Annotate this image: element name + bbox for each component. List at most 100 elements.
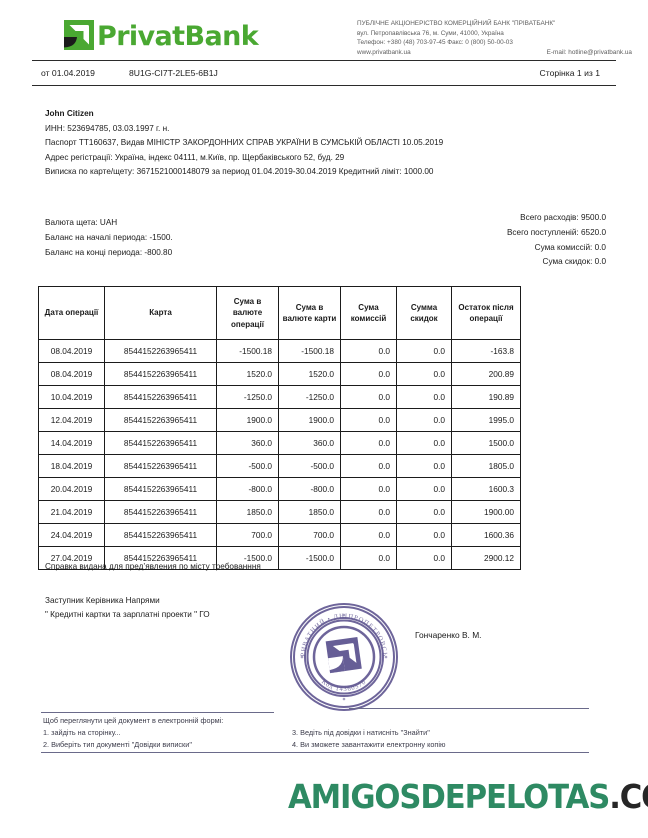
summary-total-income: Всего поступленій: 6520.0: [506, 227, 606, 237]
cell-amount-card: -1500.0: [278, 546, 341, 570]
issuance-note: Справка видана для пред’явления по місту…: [45, 562, 261, 571]
col-discount: Сумма скидок: [396, 286, 452, 340]
cell-date: 08.04.2019: [38, 362, 105, 386]
cell-date: 20.04.2019: [38, 477, 105, 501]
cell-amount-operation: -800.0: [216, 477, 279, 501]
cell-amount-operation: 700.0: [216, 523, 279, 547]
cell-discount: 0.0: [396, 385, 452, 409]
cell-commission: 0.0: [340, 431, 397, 455]
cell-balance: 200.89: [451, 362, 521, 386]
cell-balance: 1805.0: [451, 454, 521, 478]
instructions-left-block: Щоб переглянути цей документ в електронн…: [43, 715, 223, 751]
cell-discount: 0.0: [396, 362, 452, 386]
cell-discount: 0.0: [396, 408, 452, 432]
cell-amount-operation: 1900.0: [216, 408, 279, 432]
bank-legal-name: ПУБЛІЧНЕ АКЦІОНЕРІСТВО КОМЕРЦІЙНИЙ БАНК …: [357, 20, 556, 27]
cell-commission: 0.0: [340, 454, 397, 478]
header-divider-top: [32, 60, 616, 61]
bank-contact-block: ПУБЛІЧНЕ АКЦІОНЕРІСТВО КОМЕРЦІЙНИЙ БАНК …: [357, 19, 632, 57]
cell-commission: 0.0: [340, 362, 397, 386]
table-row: 27.04.2019 8544152263965411 -1500.0 -150…: [38, 546, 521, 570]
cell-commission: 0.0: [340, 408, 397, 432]
cell-commission: 0.0: [340, 546, 397, 570]
cell-commission: 0.0: [340, 523, 397, 547]
cell-date: 18.04.2019: [38, 454, 105, 478]
cell-discount: 0.0: [396, 431, 452, 455]
cell-card: 8544152263965411: [104, 339, 217, 363]
cell-amount-card: -1250.0: [278, 385, 341, 409]
cell-date: 10.04.2019: [38, 385, 105, 409]
col-amount-operation: Сума в валюте операції: [216, 286, 279, 340]
cell-balance: -163.8: [451, 339, 521, 363]
instruction-step-3: 3. Ведіть під довідки і натисніть "Знайт…: [292, 728, 430, 737]
cell-balance: 1500.0: [451, 431, 521, 455]
cell-amount-operation: 360.0: [216, 431, 279, 455]
cell-discount: 0.0: [396, 523, 452, 547]
cell-amount-operation: -1250.0: [216, 385, 279, 409]
instruction-step-1: 1. зайдіть на сторінку...: [43, 728, 121, 737]
cell-amount-card: -500.0: [278, 454, 341, 478]
table-header-row: Дата операції Карта Сума в валюте операц…: [38, 286, 521, 340]
summary-right-block: Всего расходів: 9500.0 Всего поступленій…: [507, 211, 606, 270]
document-header: PrivatBank ПУБЛІЧНЕ АКЦІОНЕРІСТВО КОМЕРЦ…: [0, 0, 648, 60]
signer-title-block: Заступник Керівника Напрями " Кредитні к…: [45, 594, 210, 621]
signer-title-line1: Заступник Керівника Напрями: [45, 596, 160, 605]
header-divider-bottom: [32, 85, 616, 86]
col-card: Карта: [104, 286, 217, 340]
cell-card: 8544152263965411: [104, 408, 217, 432]
table-row: 10.04.2019 8544152263965411 -1250.0 -125…: [38, 385, 521, 409]
instructions-divider-left: [41, 712, 274, 713]
cell-discount: 0.0: [396, 454, 452, 478]
document-date: от 01.04.2019: [41, 68, 95, 78]
instruction-step-4: 4. Ви зможете завантажити електронну коп…: [292, 740, 446, 749]
account-holder-inn: ИНН: 523694785, 03.03.1997 г. н.: [45, 123, 170, 133]
summary-currency: Валюта щета: UAH: [45, 218, 118, 227]
bank-email[interactable]: E-mail: hotline@privatbank.ua: [546, 48, 632, 56]
cell-amount-operation: -500.0: [216, 454, 279, 478]
cell-discount: 0.0: [396, 477, 452, 501]
cell-card: 8544152263965411: [104, 546, 217, 570]
col-commission: Сума комиссій: [340, 286, 397, 340]
table-row: 21.04.2019 8544152263965411 1850.0 1850.…: [38, 500, 521, 524]
col-date: Дата операції: [38, 286, 105, 340]
cell-balance: 1600.36: [451, 523, 521, 547]
cell-discount: 0.0: [396, 339, 452, 363]
account-holder-address: Адрес регістрації: Україна, індекс 04111…: [45, 152, 345, 162]
bank-web-row: www.privatbank.ua E-mail: hotline@privat…: [357, 48, 632, 58]
cell-date: 14.04.2019: [38, 431, 105, 455]
instructions-divider-right: [349, 708, 589, 709]
cell-amount-operation: -1500.0: [216, 546, 279, 570]
summary-closing-balance: Баланс на конці периода: -800.80: [45, 247, 173, 257]
privatbank-logo-text: PrivatBank: [97, 20, 259, 52]
instructions-divider-bottom: [41, 752, 589, 753]
bank-phone: Телефон: +380 (48) 703-97-45 Факс: 0 (80…: [357, 39, 513, 47]
cell-card: 8544152263965411: [104, 523, 217, 547]
table-row: 08.04.2019 8544152263965411 1520.0 1520.…: [38, 362, 521, 386]
cell-amount-card: 1520.0: [278, 362, 341, 386]
cell-amount-card: 1900.0: [278, 408, 341, 432]
cell-discount: 0.0: [396, 546, 452, 570]
document-meta-bar: от 01.04.2019 8U1G-CI7T-2LE5-6B1J Сторін…: [32, 66, 616, 84]
cell-amount-operation: -1500.18: [216, 339, 279, 363]
cell-amount-card: -1500.18: [278, 339, 341, 363]
summary-total-discounts: Сума скидок: 0.0: [542, 257, 606, 267]
table-row: 24.04.2019 8544152263965411 700.0 700.0 …: [38, 523, 521, 547]
col-amount-card: Сума в валюте карти: [278, 286, 341, 340]
cell-date: 08.04.2019: [38, 339, 105, 363]
cell-discount: 0.0: [396, 500, 452, 524]
table-row: 08.04.2019 8544152263965411 -1500.18 -15…: [38, 339, 521, 363]
cell-date: 21.04.2019: [38, 500, 105, 524]
site-watermark: AMIGOSDEPELOTAS.COM: [288, 780, 648, 813]
privatbank-logo: PrivatBank: [62, 18, 259, 52]
cell-commission: 0.0: [340, 339, 397, 363]
statement-period-line: Виписка по карте/щету: 3671521000148079 …: [45, 167, 434, 177]
cell-date: 24.04.2019: [38, 523, 105, 547]
cell-amount-operation: 1850.0: [216, 500, 279, 524]
instruction-step-2: 2. Виберіть тип документі "Довідки випис…: [43, 740, 192, 749]
bank-website[interactable]: www.privatbank.ua: [357, 48, 411, 56]
cell-amount-card: 1850.0: [278, 500, 341, 524]
cell-date: 12.04.2019: [38, 408, 105, 432]
summary-total-expenses: Всего расходів: 9500.0: [520, 213, 606, 222]
cell-card: 8544152263965411: [104, 454, 217, 478]
